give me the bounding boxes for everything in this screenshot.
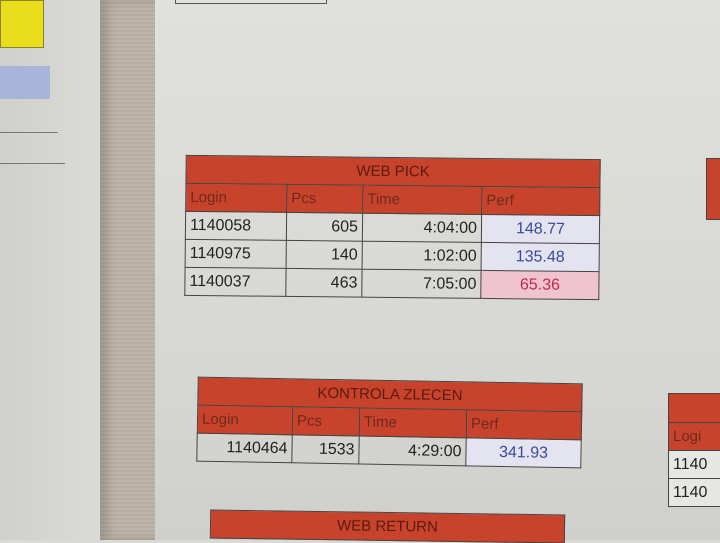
perf-cell-low: 65.36 bbox=[481, 270, 599, 299]
header-login: Logi bbox=[669, 423, 720, 451]
table-row: 1140975 140 1:02:00 135.48 bbox=[185, 239, 599, 271]
perf-cell: 148.77 bbox=[481, 214, 599, 243]
time-cell: 4:04:00 bbox=[362, 213, 481, 242]
header-pcs: Pcs bbox=[292, 407, 359, 436]
login-cell: 1140464 bbox=[197, 433, 292, 463]
left-paper-sheet bbox=[0, 0, 112, 540]
rule-line bbox=[0, 132, 58, 133]
blue-cell bbox=[0, 66, 50, 99]
header-login: Login bbox=[197, 405, 292, 435]
login-cell: 1140037 bbox=[185, 267, 286, 296]
pcs-cell: 605 bbox=[286, 212, 362, 241]
table-row: 1140464 1533 4:29:00 341.93 bbox=[197, 433, 581, 468]
right-table-fragment-top bbox=[706, 158, 720, 220]
header-login: Login bbox=[186, 183, 287, 212]
table-row: 1140037 463 7:05:00 65.36 bbox=[185, 267, 599, 299]
login-cell: 1140 bbox=[669, 479, 720, 507]
header-pcs: Pcs bbox=[287, 184, 363, 213]
table-title: WEB PICK bbox=[186, 155, 600, 187]
login-cell: 1140975 bbox=[185, 239, 286, 268]
time-cell: 7:05:00 bbox=[362, 269, 481, 298]
perf-cell: 341.93 bbox=[466, 438, 581, 468]
table-fragment-top bbox=[175, 0, 327, 4]
header-perf: Perf bbox=[466, 410, 581, 440]
login-cell: 1140 bbox=[669, 451, 720, 479]
pcs-cell: 1533 bbox=[292, 435, 359, 464]
header-perf: Perf bbox=[482, 186, 600, 215]
table-title: WEB RETURN bbox=[210, 510, 564, 543]
perf-cell: 135.48 bbox=[481, 242, 599, 271]
web-pick-table: WEB PICK Login Pcs Time Perf 1140058 605… bbox=[184, 155, 600, 300]
table-title-fragment bbox=[669, 394, 720, 423]
yellow-cell bbox=[0, 0, 44, 48]
kontrola-zlecen-table: KONTROLA ZLECEN Login Pcs Time Perf 1140… bbox=[196, 377, 582, 469]
pcs-cell: 140 bbox=[286, 240, 362, 269]
table-row: 1140058 605 4:04:00 148.77 bbox=[185, 211, 599, 243]
time-cell: 4:29:00 bbox=[359, 436, 466, 466]
header-time: Time bbox=[359, 408, 466, 438]
right-table-fragment: Logi 1140 1140 bbox=[668, 393, 720, 507]
rule-line bbox=[0, 163, 65, 164]
header-time: Time bbox=[363, 185, 482, 214]
web-return-table: WEB RETURN bbox=[210, 510, 565, 543]
fabric-strip bbox=[100, 0, 162, 540]
time-cell: 1:02:00 bbox=[362, 241, 481, 270]
pcs-cell: 463 bbox=[286, 268, 362, 297]
login-cell: 1140058 bbox=[185, 211, 286, 240]
